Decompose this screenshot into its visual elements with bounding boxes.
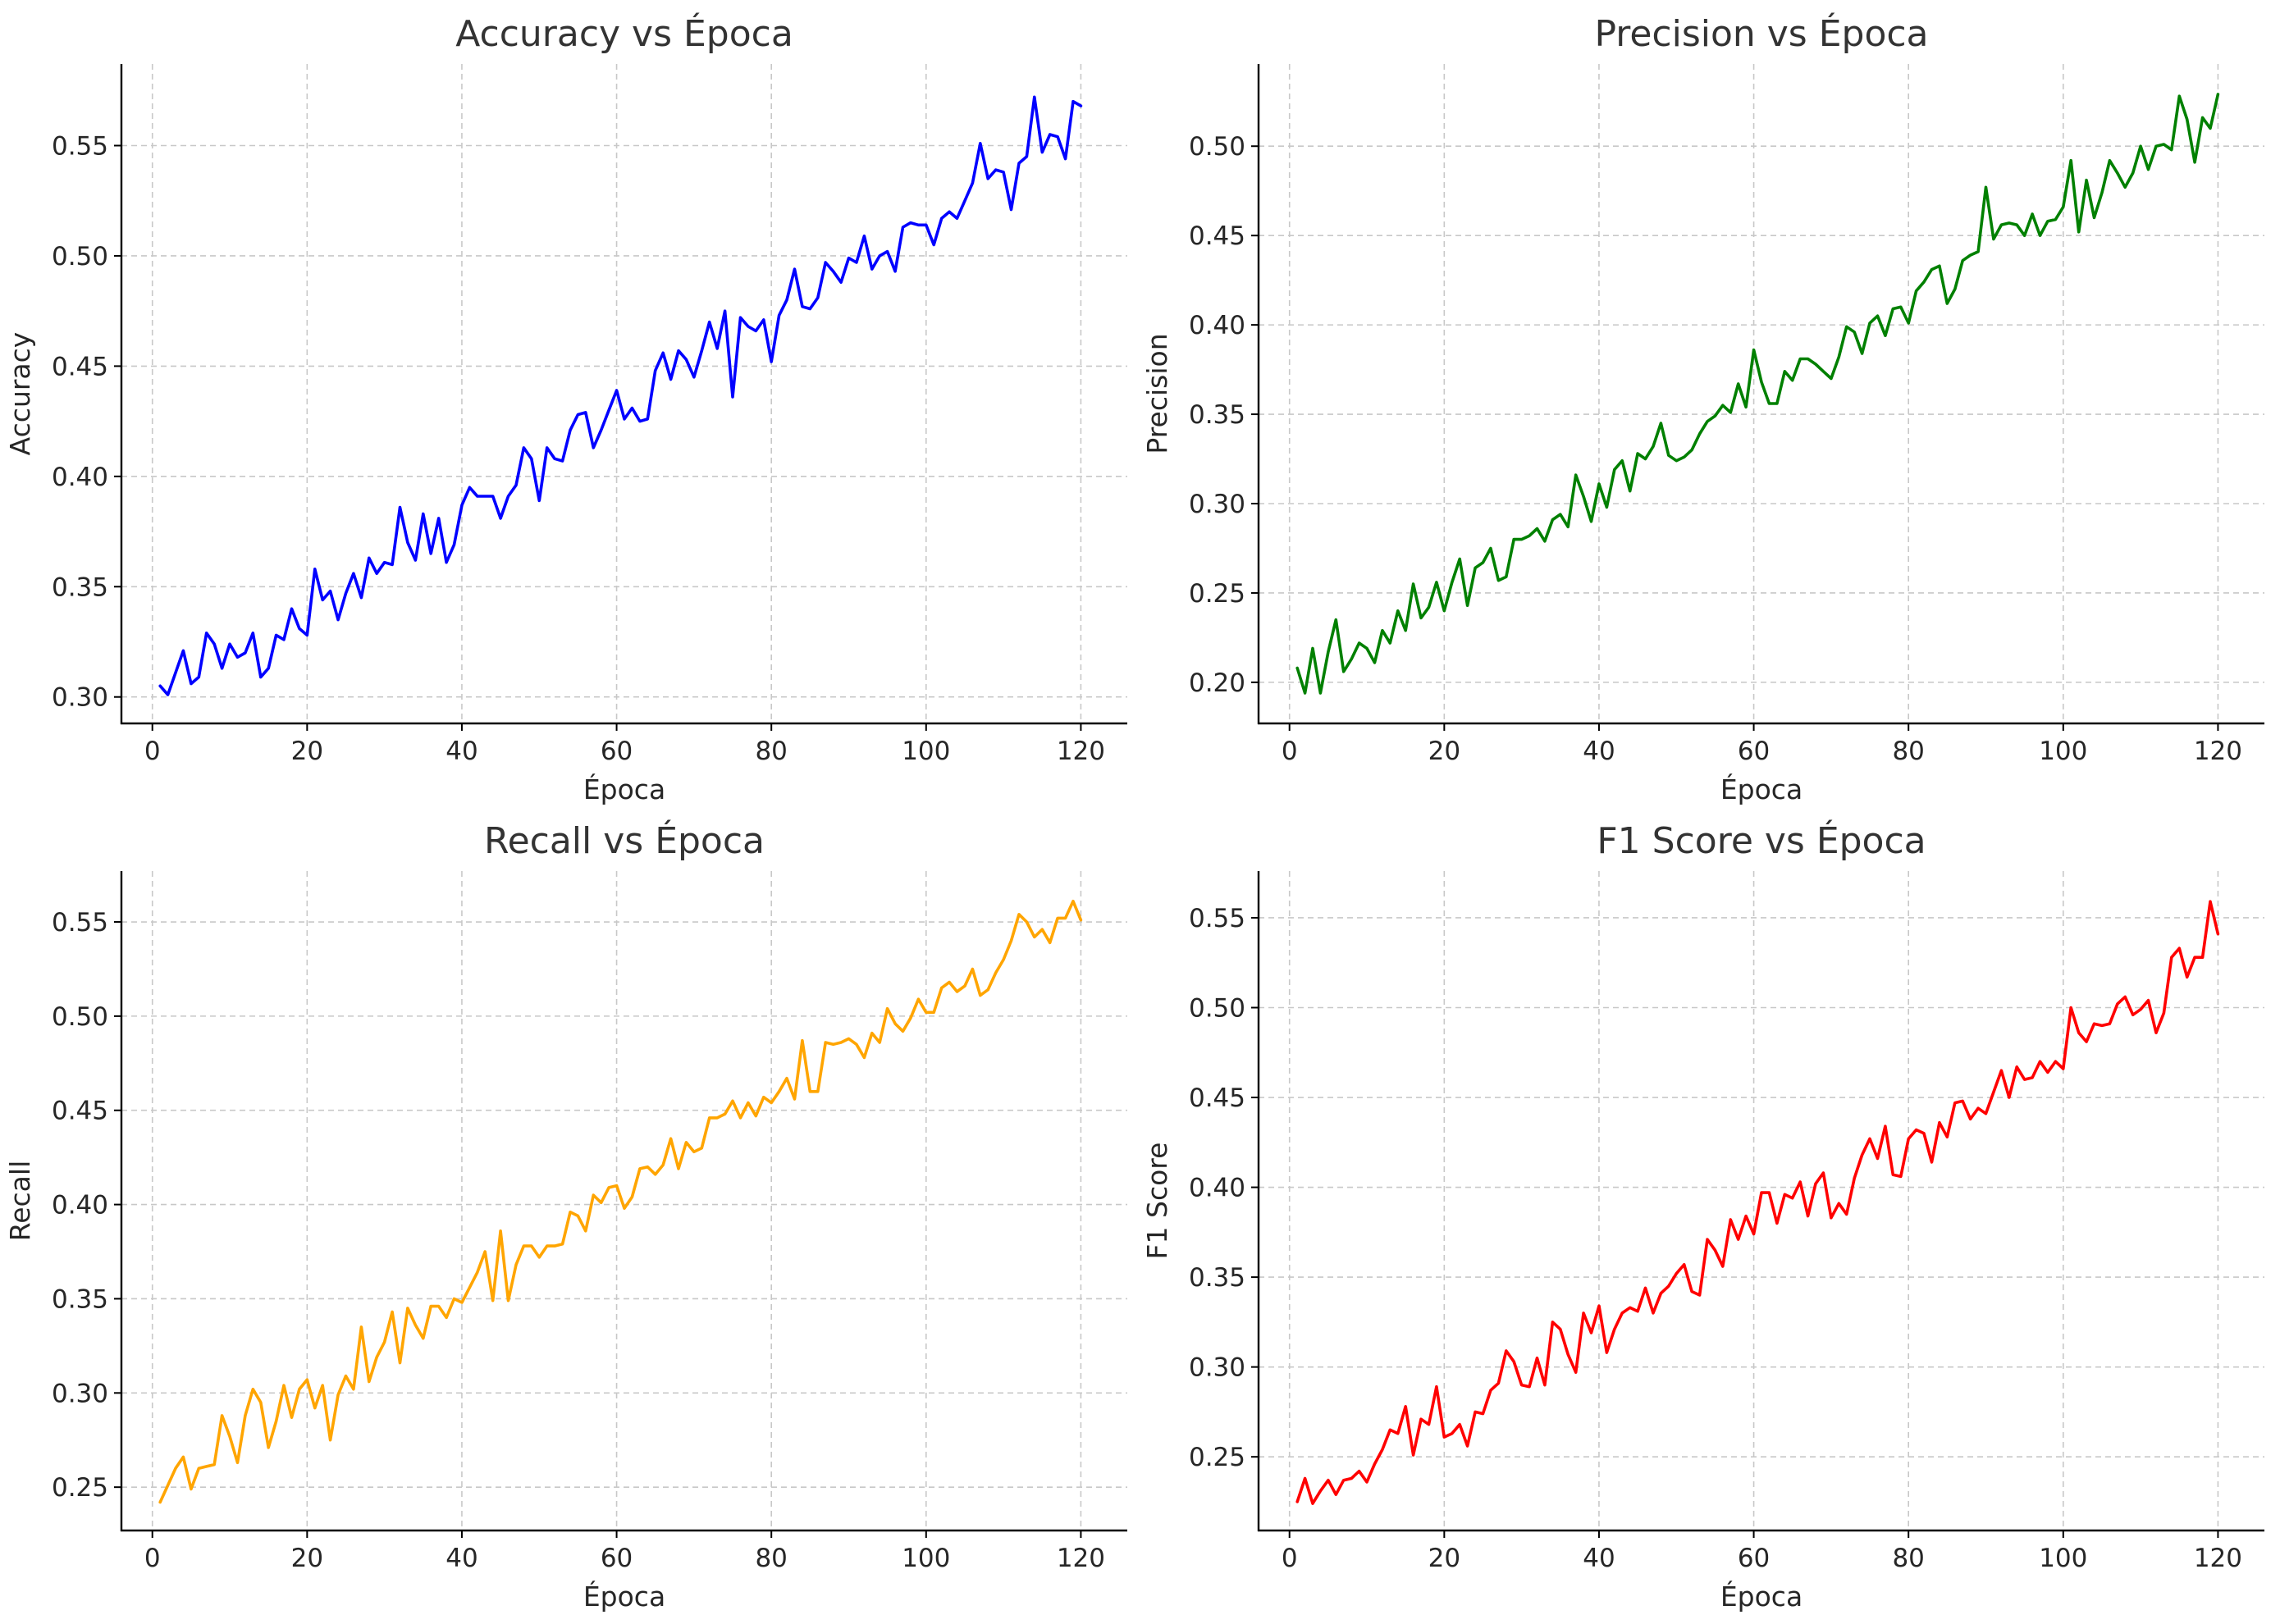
precision-y-tick-label: 0.50 [1189, 132, 1245, 162]
precision-chart-title: Precision vs Época [1594, 11, 1928, 55]
precision-x-tick-label: 120 [2194, 737, 2242, 766]
precision-y-tick-label: 0.40 [1189, 311, 1245, 340]
accuracy-y-tick-label: 0.35 [52, 573, 108, 602]
f1-score-y-axis-label: F1 Score [1141, 1143, 1173, 1260]
precision-y-tick-label: 0.35 [1189, 400, 1245, 430]
precision-series-line [1295, 93, 2220, 695]
precision-y-tick-label: 0.25 [1189, 579, 1245, 609]
recall-x-tick-label: 80 [755, 1544, 787, 1573]
precision-x-axis-label: Época [1720, 773, 1803, 805]
recall-series-line [158, 900, 1083, 1504]
accuracy-y-tick-label: 0.50 [52, 242, 108, 271]
f1-score-x-tick-label: 100 [2039, 1544, 2087, 1573]
recall-y-axis-label: Recall [4, 1161, 36, 1241]
precision-x-tick-label: 60 [1738, 737, 1770, 766]
recall-x-axis-label: Época [583, 1580, 665, 1613]
recall-x-tick-label: 100 [902, 1544, 950, 1573]
precision-y-axis-label: Precision [1141, 333, 1173, 454]
accuracy-chart-title: Accuracy vs Época [455, 11, 793, 55]
f1-score-y-tick-label: 0.50 [1189, 993, 1245, 1023]
recall-x-tick-label: 0 [144, 1544, 161, 1573]
accuracy-y-axis-label: Accuracy [4, 332, 36, 456]
f1-score-x-tick-label: 120 [2194, 1544, 2242, 1573]
f1-score-y-tick-label: 0.30 [1189, 1353, 1245, 1383]
f1-score-x-tick-label: 40 [1583, 1544, 1615, 1573]
recall-y-tick-label: 0.40 [52, 1191, 108, 1220]
accuracy-y-tick-label: 0.30 [52, 683, 108, 713]
accuracy-y-tick-label: 0.55 [52, 131, 108, 161]
accuracy-x-axis-label: Época [583, 773, 665, 805]
recall-y-tick-label: 0.25 [52, 1473, 108, 1503]
precision-y-tick-label: 0.20 [1189, 668, 1245, 698]
f1-score-y-tick-label: 0.45 [1189, 1083, 1245, 1113]
chart-panel-precision: 0 20 40 60 80 100 120 0.20 0.25 0.30 0.35 0.40 0.45 0… [1141, 11, 2264, 805]
precision-y-tick-label: 0.45 [1189, 221, 1245, 251]
accuracy-x-tick-label: 20 [291, 737, 323, 766]
precision-x-tick-label: 40 [1583, 737, 1615, 766]
accuracy-y-tick-label: 0.40 [52, 463, 108, 492]
f1-score-x-tick-label: 20 [1428, 1544, 1460, 1573]
precision-x-tick-label: 0 [1282, 737, 1298, 766]
accuracy-y-tick-label: 0.45 [52, 352, 108, 381]
precision-x-tick-label: 100 [2039, 737, 2087, 766]
recall-y-tick-label: 0.30 [52, 1379, 108, 1408]
chart-panel-accuracy: 0 20 40 60 80 100 120 0.30 0.35 0.40 0.45 0.50 0.55 A… [4, 11, 1127, 805]
f1-score-y-tick-label: 0.55 [1189, 904, 1245, 933]
f1-score-series-line [1295, 900, 2220, 1505]
accuracy-x-tick-label: 60 [601, 737, 633, 766]
chart-panel-f1-score: 0 20 40 60 80 100 120 0.25 0.30 0.35 0.40 0.45 0.50 0… [1141, 819, 2264, 1613]
recall-x-tick-label: 60 [601, 1544, 633, 1573]
accuracy-x-tick-label: 80 [755, 737, 787, 766]
recall-y-tick-label: 0.45 [52, 1097, 108, 1126]
recall-x-tick-label: 120 [1057, 1544, 1105, 1573]
f1-score-y-tick-label: 0.25 [1189, 1443, 1245, 1472]
recall-y-tick-label: 0.35 [52, 1284, 108, 1314]
accuracy-x-tick-label: 120 [1057, 737, 1105, 766]
f1-score-x-tick-label: 60 [1738, 1544, 1770, 1573]
accuracy-x-tick-label: 100 [902, 737, 950, 766]
f1-score-y-tick-label: 0.40 [1189, 1174, 1245, 1203]
recall-chart-title: Recall vs Época [484, 819, 765, 862]
precision-x-tick-label: 20 [1428, 737, 1460, 766]
f1-score-x-tick-label: 80 [1892, 1544, 1924, 1573]
f1-score-x-tick-label: 0 [1282, 1544, 1298, 1573]
chart-panel-recall: 0 20 40 60 80 100 120 0.25 0.30 0.35 0.40 0.45 0.50 0… [4, 819, 1127, 1613]
f1-score-y-tick-label: 0.35 [1189, 1263, 1245, 1293]
recall-x-tick-label: 40 [445, 1544, 477, 1573]
f1-score-x-axis-label: Época [1720, 1580, 1803, 1613]
recall-y-tick-label: 0.50 [52, 1002, 108, 1032]
precision-x-tick-label: 80 [1892, 737, 1924, 766]
accuracy-series-line [158, 95, 1083, 696]
accuracy-x-tick-label: 0 [144, 737, 161, 766]
recall-x-tick-label: 20 [291, 1544, 323, 1573]
recall-y-tick-label: 0.55 [52, 908, 108, 937]
f1-score-chart-title: F1 Score vs Época [1597, 819, 1926, 862]
precision-y-tick-label: 0.30 [1189, 490, 1245, 519]
accuracy-x-tick-label: 40 [445, 737, 477, 766]
